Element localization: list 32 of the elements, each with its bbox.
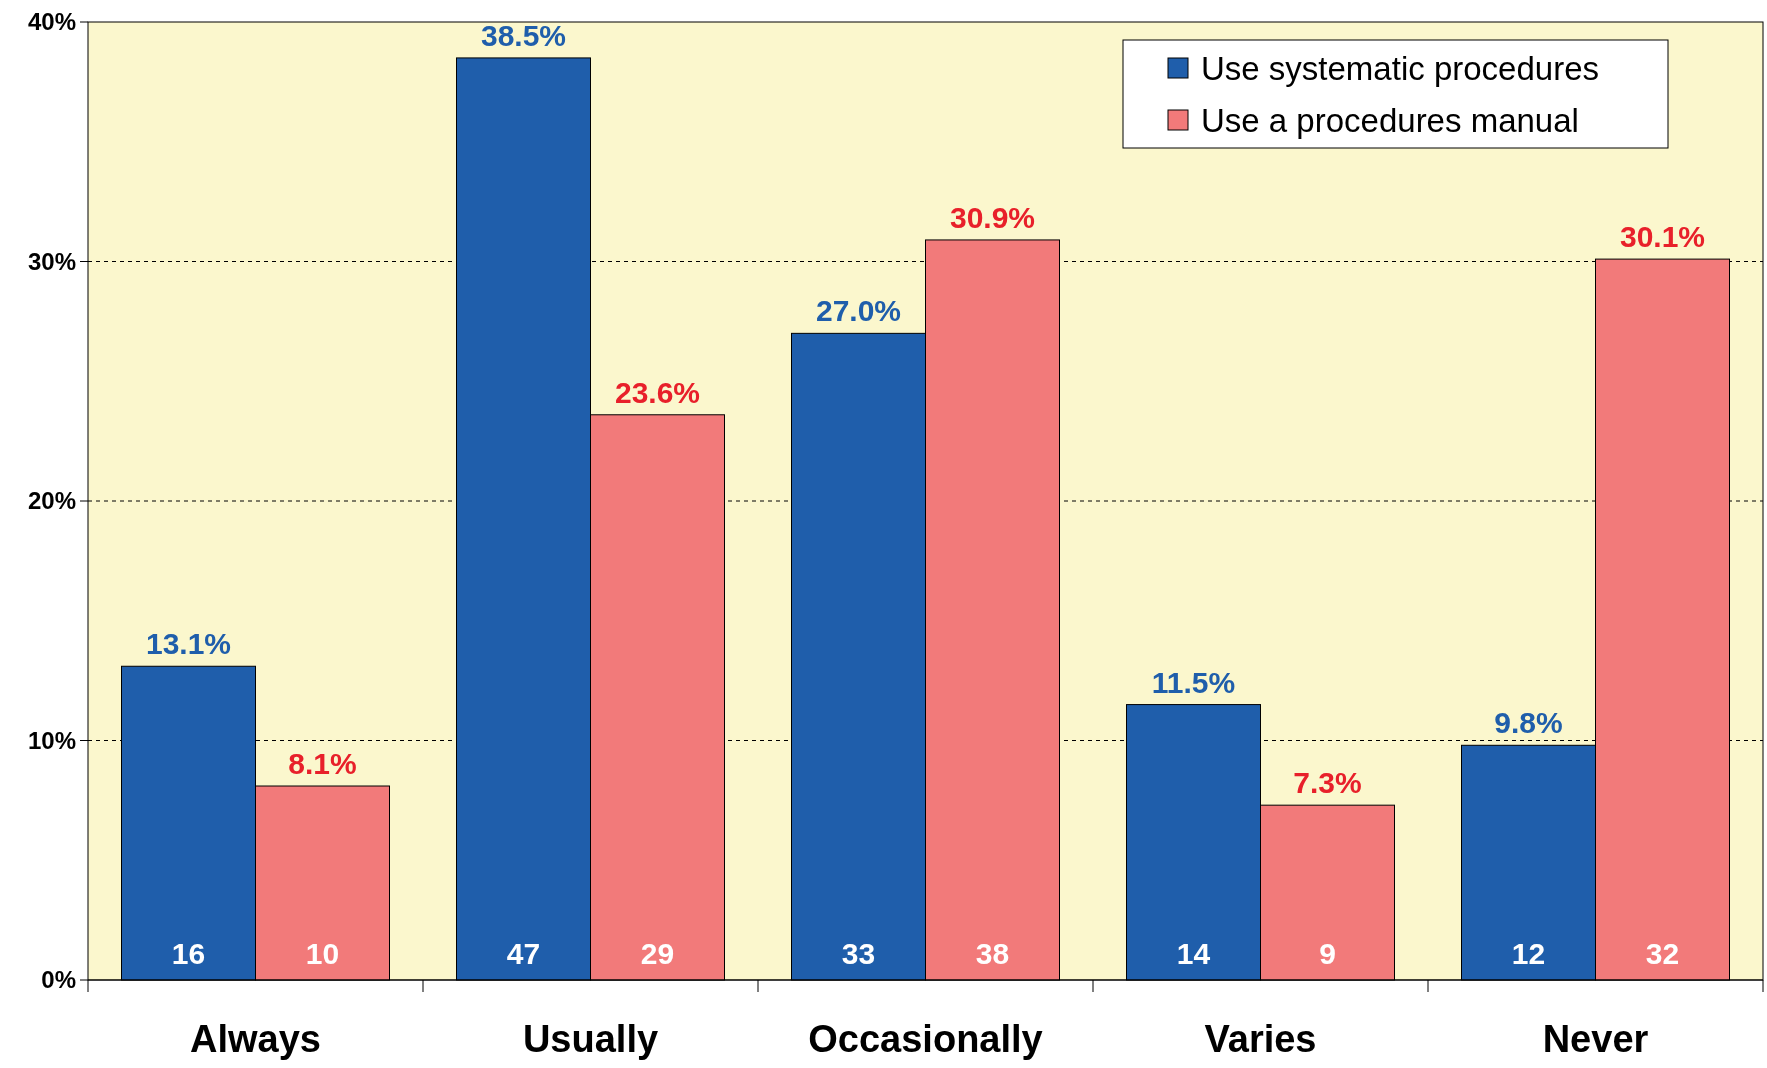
annotation: 32 — [1645, 937, 1680, 970]
data-label: 8.1% — [288, 747, 357, 781]
data-label: 23.6% — [614, 375, 701, 409]
annotation: 12 — [1511, 937, 1546, 970]
x-tick-label: Always — [190, 1018, 321, 1060]
x-tick-label: Usually — [522, 1018, 659, 1060]
y-tick-label: 30% — [27, 247, 76, 275]
legend-label: Use a procedures manual — [1201, 101, 1579, 139]
annotation: 29 — [640, 937, 675, 970]
data-label: 27.0% — [815, 294, 902, 328]
data-label: 38.5% — [480, 18, 567, 52]
x-tick-label: Never — [1542, 1018, 1649, 1060]
y-tick-label: 40% — [27, 8, 76, 36]
annotation: 14 — [1176, 937, 1211, 970]
data-label: 11.5% — [1151, 665, 1236, 699]
annotation: 9 — [1319, 937, 1336, 970]
legend-label: Use systematic procedures — [1201, 49, 1599, 87]
data-label: 13.1% — [145, 627, 232, 661]
annotation: 33 — [841, 937, 876, 970]
x-tick-label: Varies — [1204, 1018, 1317, 1060]
data-label: 30.1% — [1619, 220, 1706, 254]
annotation: 10 — [305, 937, 340, 970]
x-tick-label: Occasionally — [808, 1018, 1043, 1060]
data-label: 9.8% — [1494, 706, 1563, 740]
y-tick-label: 0% — [41, 966, 76, 994]
y-tick-label: 10% — [27, 726, 76, 754]
annotation: 47 — [506, 937, 541, 970]
y-tick-label: 20% — [27, 487, 76, 515]
annotation: 16 — [171, 937, 206, 970]
data-label: 30.9% — [949, 200, 1036, 234]
annotation: 38 — [975, 937, 1010, 970]
data-label: 7.3% — [1293, 766, 1362, 800]
